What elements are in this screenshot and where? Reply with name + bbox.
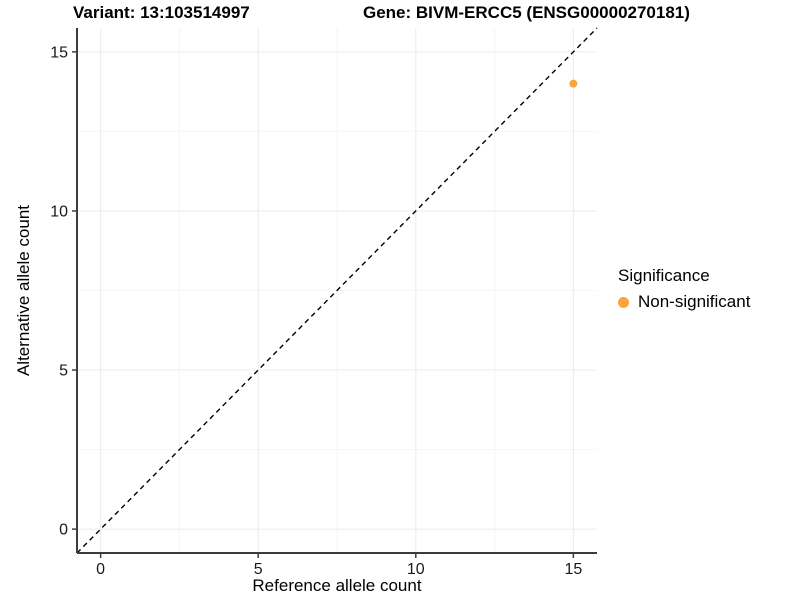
y-tick-label: 15 — [50, 44, 68, 61]
x-tick-label: 15 — [564, 561, 582, 578]
legend-item-label: Non-significant — [638, 292, 751, 311]
legend-item: Non-significant — [618, 292, 750, 312]
x-tick-label: 0 — [96, 561, 105, 578]
legend-point-icon — [618, 296, 629, 308]
x-tick-label: 5 — [254, 561, 263, 578]
y-tick-label: 0 — [59, 522, 68, 539]
variant-title: Variant: 13:103514997 — [73, 3, 250, 22]
data-point — [569, 79, 578, 88]
allele-count-scatter: 0 5 10 15 0 5 10 15 — [50, 27, 598, 578]
y-tick-label: 10 — [50, 203, 68, 220]
x-tick-label: 10 — [407, 561, 425, 578]
x-axis-title: Reference allele count — [252, 576, 422, 595]
identity-dashed-line — [76, 27, 598, 554]
legend: Significance Non-significant — [618, 266, 750, 312]
plot-panel: 0 5 10 15 0 5 10 15 — [50, 27, 598, 578]
gene-title: Gene: BIVM-ERCC5 (ENSG00000270181) — [363, 3, 690, 22]
y-tick-label: 5 — [59, 363, 68, 380]
y-axis-title: Alternative allele count — [14, 204, 33, 377]
legend-items: Non-significant — [618, 292, 750, 312]
legend-title: Significance — [618, 266, 710, 285]
